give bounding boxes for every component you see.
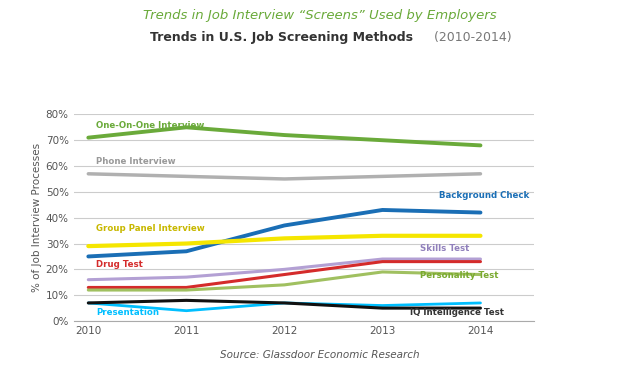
Text: Personality Test: Personality Test xyxy=(420,271,498,280)
Text: One-On-One Interview: One-On-One Interview xyxy=(96,121,205,130)
Text: (2010-2014): (2010-2014) xyxy=(429,31,511,44)
Text: Trends in Job Interview “Screens” Used by Employers: Trends in Job Interview “Screens” Used b… xyxy=(143,9,497,22)
Text: Skills Test: Skills Test xyxy=(420,244,469,252)
Text: IQ Intelligence Test: IQ Intelligence Test xyxy=(410,308,504,317)
Text: Drug Test: Drug Test xyxy=(96,261,143,269)
Y-axis label: % of Job Interview Processes: % of Job Interview Processes xyxy=(31,143,42,292)
Text: Source: Glassdoor Economic Research: Source: Glassdoor Economic Research xyxy=(220,350,420,360)
Text: Phone Interview: Phone Interview xyxy=(96,157,176,166)
Text: Group Panel Interview: Group Panel Interview xyxy=(96,224,205,233)
Text: Presentation: Presentation xyxy=(96,308,159,317)
Text: Trends in U.S. Job Screening Methods: Trends in U.S. Job Screening Methods xyxy=(150,31,413,44)
Text: Background Check: Background Check xyxy=(439,191,530,200)
